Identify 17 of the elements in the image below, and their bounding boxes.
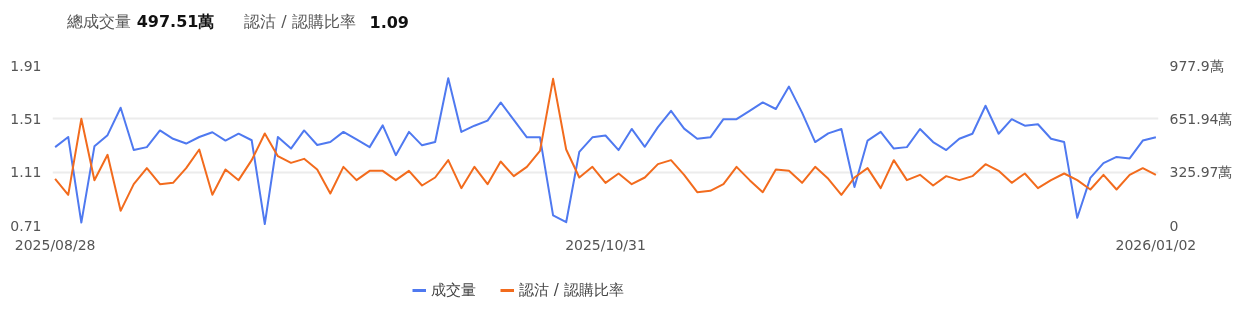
y2-tick-label: 325.97萬 — [1169, 164, 1233, 181]
y2-tick-label: 651.94萬 — [1169, 110, 1233, 127]
y2-tick-label: 977.9萬 — [1169, 57, 1224, 74]
y2-tick-label: 0 — [1169, 217, 1179, 234]
y-tick-label: 0.71 — [10, 217, 42, 234]
text: 總成交量 — [65, 12, 131, 31]
y-tick-label: 1.11 — [10, 164, 42, 181]
x-tick-label: 2025/10/31 — [565, 236, 646, 253]
x-tick-label: 2025/08/28 — [14, 236, 96, 253]
text: 497.51萬 — [136, 12, 215, 31]
legend-label: 認沽 / 認購比率 — [519, 280, 624, 300]
x-tick-label: 2026/01/02 — [1115, 236, 1197, 253]
legend-label: 成交量 — [431, 280, 476, 300]
y-tick-label: 1.91 — [10, 57, 42, 74]
text: 1.09 — [369, 12, 410, 32]
y-tick-label: 1.51 — [10, 110, 42, 127]
text: 認沽 / 認購比率 — [244, 12, 356, 31]
